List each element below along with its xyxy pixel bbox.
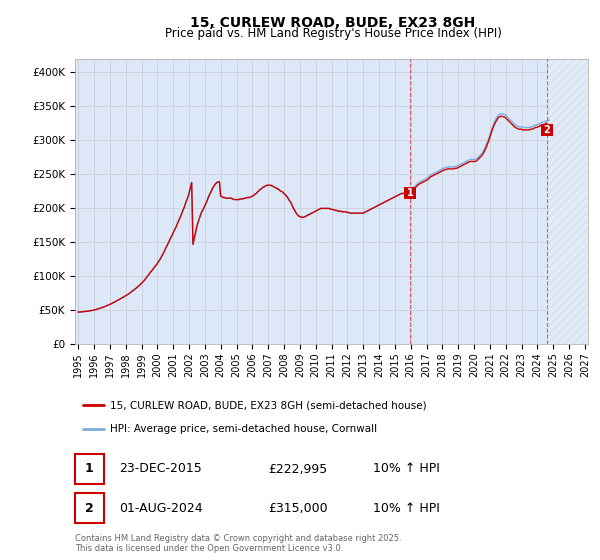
Text: £315,000: £315,000 bbox=[268, 502, 328, 515]
Text: HPI: Average price, semi-detached house, Cornwall: HPI: Average price, semi-detached house,… bbox=[110, 424, 377, 434]
Bar bbox=[547, 59, 588, 344]
Text: 1: 1 bbox=[85, 463, 94, 475]
Text: Price paid vs. HM Land Registry's House Price Index (HPI): Price paid vs. HM Land Registry's House … bbox=[164, 27, 502, 40]
Bar bbox=[547, 59, 588, 344]
Text: 15, CURLEW ROAD, BUDE, EX23 8GH (semi-detached house): 15, CURLEW ROAD, BUDE, EX23 8GH (semi-de… bbox=[110, 400, 427, 410]
Text: 2: 2 bbox=[543, 125, 550, 135]
Text: 1: 1 bbox=[407, 188, 414, 198]
Text: £222,995: £222,995 bbox=[268, 463, 328, 475]
Text: Contains HM Land Registry data © Crown copyright and database right 2025.
This d: Contains HM Land Registry data © Crown c… bbox=[75, 534, 401, 553]
Text: 23-DEC-2015: 23-DEC-2015 bbox=[119, 463, 202, 475]
Text: 15, CURLEW ROAD, BUDE, EX23 8GH: 15, CURLEW ROAD, BUDE, EX23 8GH bbox=[190, 16, 476, 30]
Text: 2: 2 bbox=[85, 502, 94, 515]
FancyBboxPatch shape bbox=[75, 493, 104, 524]
Text: 10% ↑ HPI: 10% ↑ HPI bbox=[373, 463, 439, 475]
Text: 01-AUG-2024: 01-AUG-2024 bbox=[119, 502, 203, 515]
Text: 10% ↑ HPI: 10% ↑ HPI bbox=[373, 502, 439, 515]
FancyBboxPatch shape bbox=[75, 454, 104, 484]
